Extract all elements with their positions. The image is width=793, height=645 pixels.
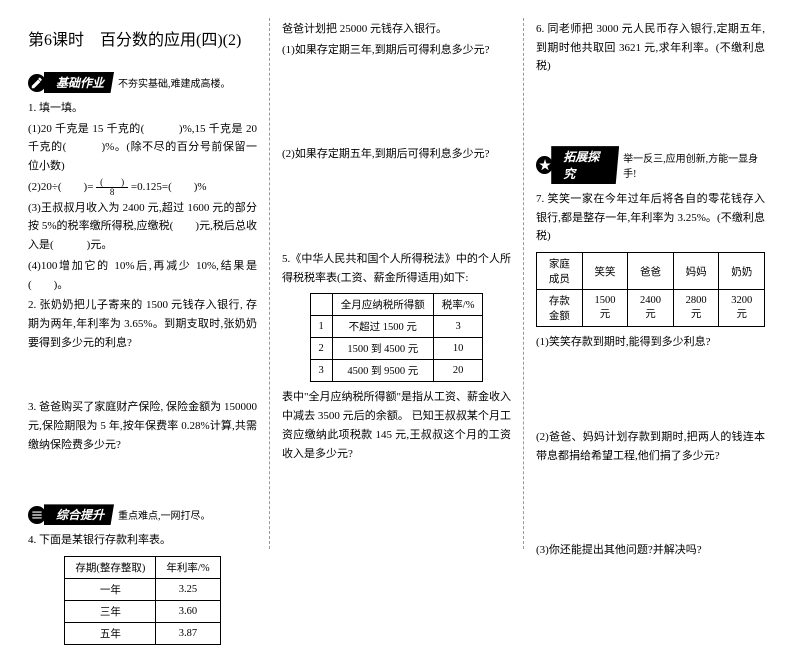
- compose-label: 综合提升: [44, 504, 114, 525]
- q1-3: (3)王叔叔月收入为 2400 元,超过 1600 元的部分按 5%的税率缴所得…: [28, 199, 257, 255]
- q7-3: (3)你还能提出其他问题?并解决吗?: [536, 541, 765, 560]
- column-2: 爸爸计划把 25000 元钱存入银行。 (1)如果存定期三年,到期后可得利息多少…: [274, 18, 519, 549]
- q3: 3. 爸爸购买了家庭财产保险, 保险金额为 150000 元,保险期限为 5 年…: [28, 398, 257, 454]
- column-1: 第6课时 百分数的应用(四)(2) 基础作业 不夯实基础,难建成高楼。 1. 填…: [20, 18, 265, 549]
- q4-1: (1)如果存定期三年,到期后可得利息多少元?: [282, 41, 511, 60]
- basic-label: 基础作业: [44, 72, 114, 93]
- tax-table: 全月应纳税所得额税率/% 1不超过 1500 元3 21500 到 4500 元…: [310, 293, 484, 382]
- extend-badge: 拓展探究 举一反三,应用创新,方能一显身手!: [536, 146, 765, 184]
- divider-2: [523, 18, 524, 549]
- family-table: 家庭成员笑笑爸爸妈妈奶奶 存款金额1500 元2400 元2800 元3200 …: [536, 252, 765, 327]
- compose-sub: 重点难点,一网打尽。: [118, 507, 211, 522]
- basic-badge: 基础作业 不夯实基础,难建成高楼。: [28, 72, 231, 93]
- q2: 2. 张奶奶把儿子寄来的 1500 元钱存入银行, 存期为两年,年利率为 3.6…: [28, 296, 257, 352]
- q4-head: 4. 下面是某银行存款利率表。: [28, 531, 257, 550]
- q1-1: (1)20 千克是 15 千克的( )%,15 千克是 20 千克的( )%。(…: [28, 120, 257, 176]
- q1-2: (2)20÷( )= ( )8 =0.125=( )%: [28, 178, 257, 197]
- extend-label: 拓展探究: [551, 146, 619, 184]
- q7-1: (1)笑笑存款到期时,能得到多少利息?: [536, 333, 765, 352]
- pencil-icon: [28, 74, 46, 92]
- q5-body: 表中"全月应纳税所得额"是指从工资、薪金收入中减去 3500 元后的余额。 已知…: [282, 388, 511, 463]
- q1-4: (4)100增加它的 10%后,再减少 10%,结果是( )。: [28, 257, 257, 294]
- compose-badge: 综合提升 重点难点,一网打尽。: [28, 504, 211, 525]
- q4-2: (2)如果存定期五年,到期后可得利息多少元?: [282, 145, 511, 164]
- fraction: ( )8: [96, 178, 128, 197]
- basic-sub: 不夯实基础,难建成高楼。: [118, 75, 231, 90]
- worksheet-page: 第6课时 百分数的应用(四)(2) 基础作业 不夯实基础,难建成高楼。 1. 填…: [0, 0, 793, 567]
- q6: 6. 同老师把 3000 元人民币存入银行,定期五年,到期时他共取回 3621 …: [536, 20, 765, 76]
- book-icon: [28, 506, 46, 524]
- rate-table: 存期(整存整取)年利率/% 一年3.25 三年3.60 五年3.87: [64, 556, 220, 645]
- column-3: 6. 同老师把 3000 元人民币存入银行,定期五年,到期时他共取回 3621 …: [528, 18, 773, 549]
- q4-intro: 爸爸计划把 25000 元钱存入银行。: [282, 20, 511, 39]
- divider-1: [269, 18, 270, 549]
- q7-2: (2)爸爸、妈妈计划存款到期时,把两人的钱连本带息都捐给希望工程,他们捐了多少元…: [536, 428, 765, 465]
- extend-sub: 举一反三,应用创新,方能一显身手!: [623, 150, 765, 180]
- star-icon: [536, 156, 553, 174]
- lesson-title: 第6课时 百分数的应用(四)(2): [28, 26, 257, 50]
- q1-head: 1. 填一填。: [28, 99, 257, 118]
- q7-head: 7. 笑笑一家在今年过年后将各自的零花钱存入银行,都是整存一年,年利率为 3.2…: [536, 190, 765, 246]
- q5-head: 5.《中华人民共和国个人所得税法》中的个人所得税税率表(工资、薪金所得适用)如下…: [282, 250, 511, 287]
